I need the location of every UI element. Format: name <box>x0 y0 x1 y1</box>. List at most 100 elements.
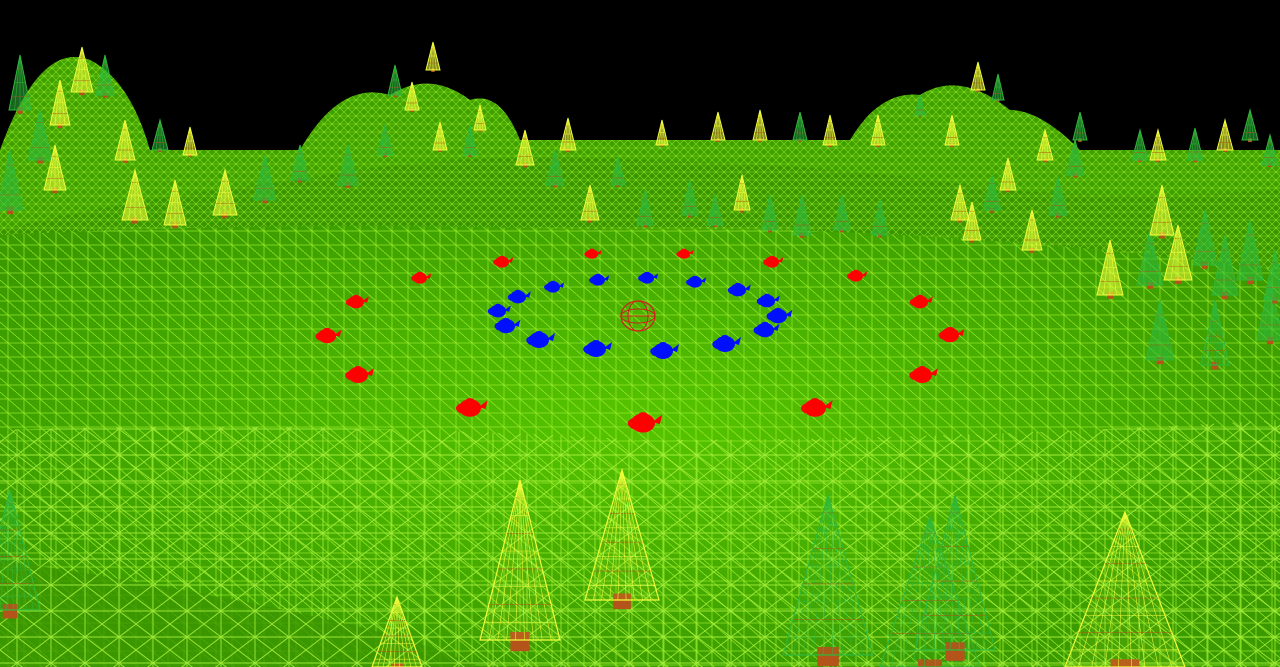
tree <box>432 121 448 152</box>
tree <box>1096 239 1124 299</box>
tree <box>1241 108 1259 143</box>
tree <box>1149 184 1175 239</box>
tree <box>636 189 654 228</box>
teapot[interactable] <box>638 271 659 284</box>
tree <box>1163 224 1193 284</box>
teapot[interactable] <box>801 398 833 417</box>
tree <box>479 479 561 652</box>
teapot[interactable] <box>487 303 511 318</box>
tree <box>914 494 996 661</box>
tree <box>43 144 67 194</box>
tree <box>376 123 394 158</box>
tree <box>871 199 889 238</box>
teapot[interactable] <box>589 273 610 286</box>
tree <box>870 114 886 148</box>
tree <box>473 104 487 132</box>
tree <box>151 118 169 153</box>
tree <box>1263 249 1280 304</box>
tree <box>792 194 812 238</box>
tree <box>950 184 970 223</box>
tree <box>1200 299 1230 370</box>
teapot[interactable] <box>583 340 613 357</box>
tree <box>253 154 277 204</box>
tree <box>1065 139 1085 178</box>
teapot[interactable] <box>909 366 939 383</box>
tree <box>371 595 423 667</box>
tree <box>387 64 403 98</box>
tree <box>290 144 310 183</box>
teapot[interactable] <box>938 326 965 343</box>
tree <box>1149 128 1167 163</box>
teapot[interactable] <box>345 366 375 383</box>
outer-ring-teapots <box>315 248 965 433</box>
teapot[interactable] <box>627 412 663 433</box>
teapot[interactable] <box>766 307 793 324</box>
teapot[interactable] <box>686 275 707 288</box>
teapot[interactable] <box>544 280 565 293</box>
tree <box>163 179 187 229</box>
teapot[interactable] <box>526 331 556 348</box>
tree <box>1211 234 1239 300</box>
tree <box>584 467 660 610</box>
tree <box>761 194 779 233</box>
tree <box>822 114 838 148</box>
tree <box>8 54 32 114</box>
tree <box>1261 133 1279 168</box>
tree <box>833 194 851 233</box>
teapot[interactable] <box>493 255 514 268</box>
tree <box>982 174 1002 213</box>
teapot[interactable] <box>712 335 742 352</box>
teapot[interactable] <box>909 294 933 309</box>
tree <box>337 144 359 188</box>
teapot[interactable] <box>494 317 521 334</box>
teapot[interactable] <box>584 248 602 259</box>
teapot[interactable] <box>456 398 488 417</box>
teapot[interactable] <box>763 255 784 268</box>
tree <box>1131 128 1149 163</box>
tree <box>425 41 441 72</box>
teapot[interactable] <box>676 248 694 259</box>
teapot[interactable] <box>507 289 531 304</box>
tree <box>0 149 24 215</box>
tree <box>970 61 986 92</box>
tree <box>1236 219 1264 285</box>
tree-group-far <box>0 41 1280 370</box>
inner-ring-teapots <box>487 271 793 359</box>
tree <box>914 94 926 117</box>
tree <box>782 492 874 667</box>
teapot[interactable] <box>650 342 680 359</box>
tree <box>962 201 982 243</box>
teapot[interactable] <box>727 282 751 297</box>
tree <box>462 124 478 158</box>
tree <box>0 489 41 619</box>
tree <box>944 114 960 148</box>
teapot[interactable] <box>315 327 342 344</box>
tree <box>515 129 535 168</box>
tree <box>733 174 751 213</box>
tree <box>610 156 626 187</box>
teapot[interactable] <box>753 321 780 338</box>
tree <box>999 157 1017 193</box>
tree <box>681 179 699 218</box>
tree <box>991 73 1005 102</box>
tree <box>212 168 238 219</box>
tree <box>1192 209 1218 269</box>
tree <box>114 119 136 163</box>
tree <box>710 111 726 142</box>
teapot[interactable] <box>756 293 780 308</box>
center-marker-sphere[interactable] <box>620 300 656 332</box>
tree <box>404 81 420 112</box>
tree <box>559 117 577 153</box>
tree <box>1021 209 1043 253</box>
tree <box>70 46 94 96</box>
tree <box>95 54 115 98</box>
tree <box>1072 111 1088 142</box>
teapot[interactable] <box>345 294 369 309</box>
teapot[interactable] <box>411 271 432 284</box>
tree <box>1145 299 1175 365</box>
teapot[interactable] <box>847 269 868 282</box>
tree <box>706 193 724 228</box>
tree <box>27 109 53 164</box>
tree <box>1036 128 1054 163</box>
